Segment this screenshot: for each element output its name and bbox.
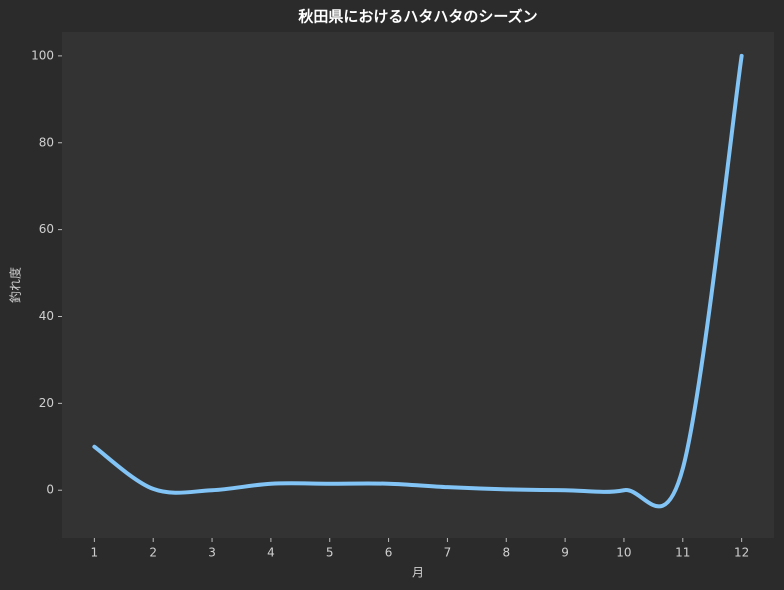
x-axis-label: 月 xyxy=(412,566,424,580)
x-tick-label: 7 xyxy=(444,546,452,560)
x-tick-label: 3 xyxy=(208,546,216,560)
x-tick-label: 10 xyxy=(616,546,631,560)
x-tick-label: 5 xyxy=(326,546,334,560)
x-tick-label: 11 xyxy=(675,546,690,560)
y-tick-label: 100 xyxy=(31,48,54,62)
x-tick-label: 4 xyxy=(267,546,275,560)
y-axis-label: 釣れ度 xyxy=(8,267,23,303)
plot-area xyxy=(62,32,774,538)
y-tick-label: 0 xyxy=(46,483,54,497)
y-tick-label: 60 xyxy=(39,222,54,236)
chart-title: 秋田県におけるハタハタのシーズン xyxy=(298,8,537,26)
x-tick-label: 12 xyxy=(734,546,749,560)
line-series xyxy=(92,53,744,509)
x-tick-label: 9 xyxy=(561,546,569,560)
x-tick-label: 1 xyxy=(91,546,99,560)
x-tick-label: 6 xyxy=(385,546,393,560)
y-tick-label: 80 xyxy=(39,135,54,149)
x-tick-label: 2 xyxy=(149,546,157,560)
y-tick-label: 40 xyxy=(39,309,54,323)
x-tick-label: 8 xyxy=(502,546,510,560)
y-tick-label: 20 xyxy=(39,396,54,410)
